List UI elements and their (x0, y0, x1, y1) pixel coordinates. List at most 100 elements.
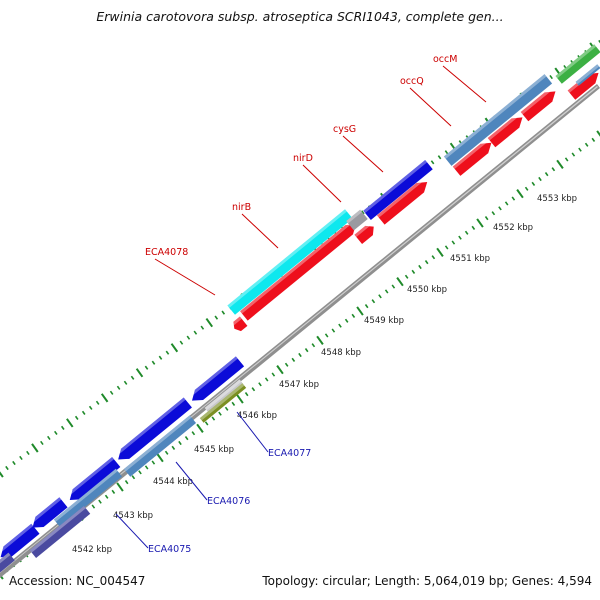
gene-leader-line (342, 135, 384, 173)
reverse-cds-feature-body (118, 397, 192, 460)
reverse-cds-feature-body (192, 356, 245, 401)
inner-tick (351, 313, 356, 318)
reverse-cds-feature[interactable] (0, 523, 40, 563)
grey-feature[interactable] (204, 379, 244, 413)
cyan-feature[interactable] (227, 209, 353, 315)
forward-cds-feature[interactable] (452, 138, 495, 176)
outer-tick (123, 380, 128, 385)
inner-tick (164, 450, 169, 455)
inner-tick (298, 352, 302, 358)
gene-label-reverse[interactable]: ECA4076 (207, 496, 250, 507)
kbp-scale-label: 4548 kbp (321, 348, 361, 358)
grey-feature-body (204, 379, 244, 413)
grey-feature[interactable] (346, 209, 368, 231)
inner-tick (571, 152, 576, 157)
inner-tick (516, 189, 524, 199)
kbp-scale-label: 4545 kbp (194, 445, 234, 455)
olive-feature[interactable] (199, 383, 247, 423)
gene-label-reverse[interactable]: ECA4077 (268, 448, 311, 459)
forward-cds-feature[interactable] (520, 86, 560, 122)
outer-tick (144, 365, 149, 370)
outer-tick (12, 460, 16, 466)
inner-tick (184, 436, 189, 441)
inner-tick (224, 406, 229, 411)
inner-tick (0, 573, 4, 580)
olive-feature-sheen (199, 383, 245, 421)
gene-label-reverse[interactable]: ECA4075 (148, 544, 191, 555)
steelblue-feature[interactable] (53, 468, 123, 528)
grey-feature-body (346, 209, 368, 231)
inner-tick (258, 382, 262, 387)
gene-label-forward[interactable]: nirB (232, 202, 251, 213)
inner-tick (111, 489, 116, 494)
kbp-scale-label: 4542 kbp (72, 545, 112, 555)
gene-leader-line (154, 258, 216, 296)
slate-feature[interactable] (29, 505, 91, 559)
reverse-cds-feature[interactable] (114, 397, 192, 464)
gene-label-forward[interactable]: ECA4078 (145, 247, 188, 258)
outer-tick (74, 415, 79, 420)
kbp-scale-label: 4551 kbp (450, 254, 490, 264)
outer-tick (430, 160, 435, 165)
inner-tick (371, 299, 376, 304)
gene-label-forward[interactable]: nirD (293, 153, 313, 164)
outer-tick (130, 375, 135, 380)
kbp-scale-label: 4544 kbp (153, 477, 193, 487)
outer-tick (360, 210, 365, 215)
steelblue-feature[interactable] (123, 415, 197, 477)
inner-tick (311, 343, 316, 348)
outer-tick (598, 39, 600, 44)
inner-tick (524, 186, 529, 191)
green-feature[interactable] (555, 44, 600, 84)
outer-tick (88, 405, 93, 410)
inner-tick (251, 387, 256, 392)
gene-label-forward[interactable]: occQ (400, 76, 424, 87)
forward-cds-feature-sheen (520, 86, 554, 115)
gene-label-forward[interactable]: occM (433, 54, 457, 65)
kbp-scale-label: 4543 kbp (113, 511, 153, 521)
inner-tick (578, 147, 582, 152)
gene-leader-line (302, 164, 342, 203)
green-feature-sheen (555, 44, 597, 79)
reverse-cds-feature[interactable] (65, 456, 121, 505)
inner-tick (436, 247, 444, 257)
inner-tick (384, 289, 389, 294)
inner-tick (404, 274, 409, 279)
inner-tick (124, 480, 129, 485)
grey-feature-sheen (346, 209, 363, 224)
inner-tick (204, 421, 209, 426)
forward-cds-feature-sheen (487, 112, 521, 141)
inner-tick (396, 277, 404, 287)
kbp-scale-label: 4549 kbp (364, 316, 404, 326)
inner-tick (218, 411, 222, 416)
kbp-scale-label: 4553 kbp (537, 194, 577, 204)
forward-cds-feature[interactable] (230, 316, 248, 334)
reverse-cds-feature-body (0, 523, 40, 558)
outer-tick (170, 343, 179, 353)
slate-feature[interactable] (0, 552, 15, 580)
steelblue-feature[interactable] (575, 64, 600, 86)
inner-tick (338, 323, 342, 328)
inner-tick (391, 284, 396, 289)
reverse-cds-feature[interactable] (187, 356, 245, 405)
reverse-cds-feature[interactable] (28, 497, 68, 532)
outer-tick (165, 350, 170, 355)
forward-cds-feature[interactable] (240, 219, 360, 321)
reverse-cds-feature[interactable] (363, 160, 433, 220)
gene-label-forward[interactable]: cysG (333, 124, 356, 135)
outer-tick (100, 393, 109, 403)
steelblue-feature[interactable] (443, 74, 553, 166)
forward-cds-feature-body (487, 117, 523, 148)
outer-tick (116, 385, 121, 390)
gene-leader-line (409, 87, 452, 127)
inner-tick (344, 318, 349, 323)
inner-tick (511, 196, 516, 201)
outer-tick (19, 455, 23, 461)
forward-cds-feature[interactable] (376, 177, 431, 225)
inner-tick (596, 130, 600, 137)
inner-tick (191, 431, 196, 436)
forward-cds-feature[interactable] (487, 112, 527, 148)
forward-cds-feature[interactable] (354, 222, 377, 244)
inner-tick (284, 362, 289, 367)
